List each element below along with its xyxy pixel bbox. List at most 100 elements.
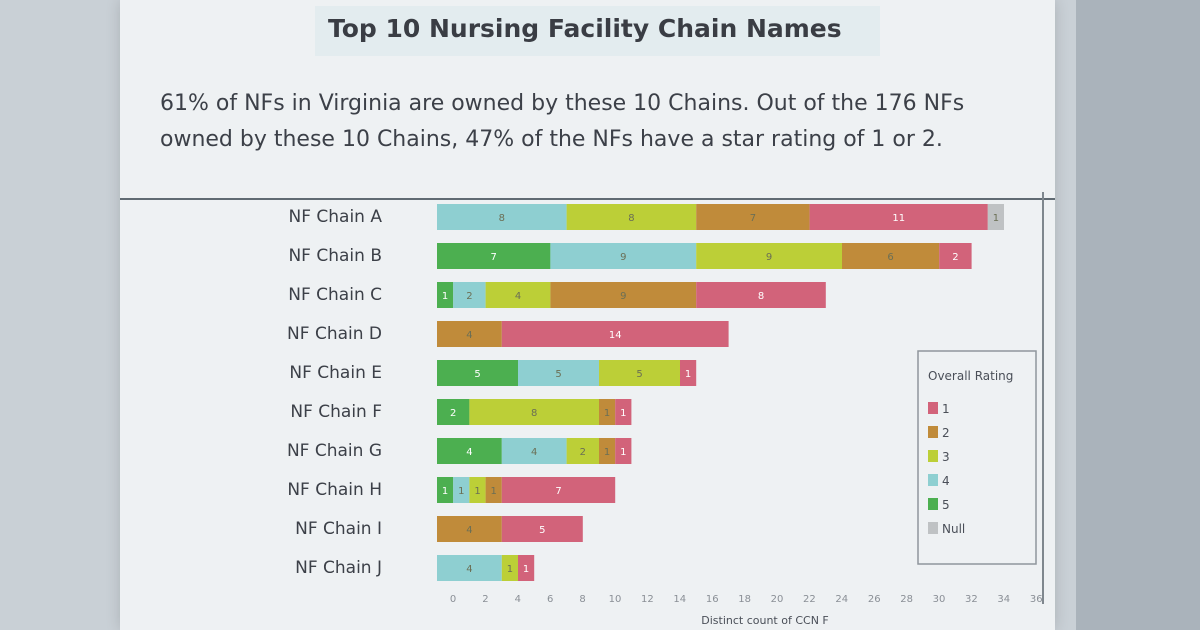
- data-label: 9: [766, 252, 772, 263]
- x-tick-label: 16: [706, 594, 719, 605]
- category-label: NF Chain G: [287, 441, 382, 461]
- data-label: 2: [466, 291, 472, 302]
- bar-segment: [501, 555, 518, 581]
- data-label: 2: [450, 408, 456, 419]
- bar-segment: [696, 282, 826, 308]
- legend: Overall Rating 1 2 3 4 5 Null: [917, 350, 1037, 565]
- data-label: 4: [466, 564, 472, 575]
- data-label: 4: [466, 525, 472, 536]
- slide-subtitle: 61% of NFs in Virginia are owned by thes…: [160, 86, 1020, 158]
- data-label: 1: [685, 369, 691, 380]
- data-label: 7: [491, 252, 497, 263]
- bar-segment: [437, 477, 454, 503]
- x-tick-label: 8: [579, 594, 585, 605]
- bar-segment: [437, 555, 502, 581]
- data-label: 11: [892, 213, 905, 224]
- data-label: 1: [523, 564, 529, 575]
- data-label: 4: [466, 447, 472, 458]
- category-label: NF Chain B: [288, 246, 382, 266]
- category-label: NF Chain D: [287, 324, 382, 344]
- legend-entry: 3: [942, 450, 950, 464]
- legend-swatch: [928, 474, 938, 486]
- subtitle-line-2: owned by these 10 Chains, 47% of the NFs…: [160, 127, 943, 152]
- bar-segment: [469, 477, 486, 503]
- divider-rule: [120, 198, 1055, 200]
- x-tick-label: 10: [609, 594, 622, 605]
- data-label: 2: [580, 447, 586, 458]
- legend-entry: 2: [942, 426, 950, 440]
- data-label: 1: [993, 213, 999, 224]
- data-label: 1: [442, 291, 448, 302]
- bar-segment: [599, 399, 616, 425]
- data-label: 4: [531, 447, 537, 458]
- data-label: 5: [636, 369, 642, 380]
- x-tick-label: 26: [868, 594, 881, 605]
- bar-segment: [599, 438, 616, 464]
- x-tick-label: 12: [641, 594, 654, 605]
- legend-swatch: [928, 498, 938, 510]
- bar-segment: [599, 360, 680, 386]
- bar-segment: [696, 243, 842, 269]
- x-tick-label: 18: [738, 594, 751, 605]
- data-label: 9: [620, 252, 626, 263]
- data-label: 7: [555, 486, 561, 497]
- legend-box: [917, 350, 1037, 565]
- bar-segment: [550, 243, 697, 269]
- x-axis-ticks: 0 2 4 6 8 10 12 14 16 18 20 22 24 26 28 30 32 34 36: [450, 594, 1043, 605]
- legend-title: Overall Rating: [928, 369, 1013, 383]
- data-label: 7: [750, 213, 756, 224]
- data-label: 1: [458, 486, 464, 497]
- data-label: 5: [474, 369, 480, 380]
- legend-swatch: [928, 522, 938, 534]
- bar-segment: [437, 516, 502, 542]
- subtitle-line-1: 61% of NFs in Virginia are owned by thes…: [160, 91, 965, 116]
- screen-bezel: [1076, 0, 1200, 630]
- bar-segment: [501, 438, 567, 464]
- data-label: 1: [604, 408, 610, 419]
- bar-segment: [518, 555, 535, 581]
- category-label: NF Chain A: [289, 207, 383, 227]
- x-tick-label: 34: [997, 594, 1010, 605]
- category-label: NF Chain E: [289, 363, 382, 383]
- x-tick-label: 36: [1030, 594, 1043, 605]
- bar-segment: [939, 243, 972, 269]
- slide-title: Top 10 Nursing Facility Chain Names: [328, 14, 842, 43]
- slide: [120, 0, 1055, 630]
- legend-entry: 1: [942, 402, 950, 416]
- data-label: 4: [515, 291, 521, 302]
- bar-segment: [437, 204, 567, 230]
- x-tick-label: 22: [803, 594, 816, 605]
- x-tick-label: 30: [933, 594, 946, 605]
- data-label: 1: [620, 447, 626, 458]
- chart-frame-edge: [1042, 192, 1044, 604]
- data-label: 1: [474, 486, 480, 497]
- bars-group: 8 8 7 11 17 9 9 6 21 2 4 9 84 145 5 5 12 8 1 14 4 2 1 11 1 1 1 74 54…: [437, 204, 1004, 581]
- data-label: 1: [604, 447, 610, 458]
- data-label: 8: [531, 408, 537, 419]
- legend-entry: Null: [942, 522, 965, 536]
- bar-segment: [987, 204, 1004, 230]
- title-band: [315, 6, 880, 56]
- category-label: NF Chain I: [295, 519, 382, 539]
- bar-segment: [501, 516, 583, 542]
- category-label: NF Chain C: [288, 285, 382, 305]
- bar-segment: [550, 282, 697, 308]
- bar-segment: [437, 321, 502, 347]
- x-tick-label: 24: [835, 594, 848, 605]
- category-label: NF Chain F: [290, 402, 382, 422]
- x-axis-label: Distinct count of CCN F: [701, 614, 829, 627]
- data-label: 9: [620, 291, 626, 302]
- x-tick-label: 6: [547, 594, 553, 605]
- bar-segment: [437, 438, 502, 464]
- bar-segment: [437, 282, 454, 308]
- bar-segment: [615, 399, 632, 425]
- bar-segment: [809, 204, 988, 230]
- data-label: 1: [507, 564, 513, 575]
- category-label: NF Chain H: [287, 480, 382, 500]
- bar-segment: [518, 360, 599, 386]
- legend-swatch: [928, 402, 938, 414]
- category-labels: NF Chain A NF Chain B NF Chain C NF Chain D…: [287, 207, 382, 578]
- data-label: 14: [609, 330, 622, 341]
- data-label: 8: [628, 213, 634, 224]
